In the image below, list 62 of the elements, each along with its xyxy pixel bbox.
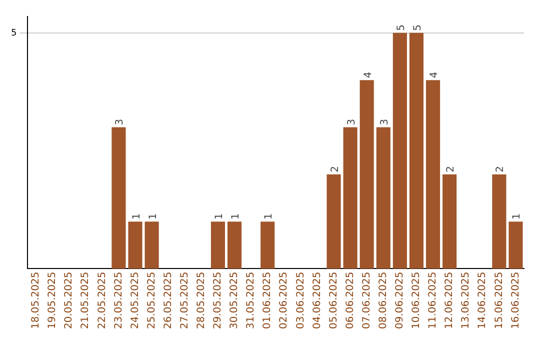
bar xyxy=(409,32,424,269)
x-tick-label: 13.06.2025 xyxy=(460,272,472,330)
data-label: 3 xyxy=(346,118,358,126)
bar xyxy=(210,222,225,269)
x-tick-label: 29.05.2025 xyxy=(212,272,224,330)
data-label: 4 xyxy=(429,72,440,78)
x-tick-label: 03.06.2025 xyxy=(295,272,306,330)
data-label: 2 xyxy=(330,166,341,172)
bar xyxy=(144,222,159,269)
x-tick-label: 14.06.2025 xyxy=(477,272,488,330)
bar xyxy=(360,80,374,269)
x-tick-label: 25.05.2025 xyxy=(146,272,158,330)
x-tick-label: 11.06.2025 xyxy=(428,272,439,330)
x-tick-label: 08.06.2025 xyxy=(378,272,389,330)
bar xyxy=(326,174,341,269)
bar xyxy=(508,222,523,269)
x-tick-label: 06.06.2025 xyxy=(344,272,356,330)
x-tick-label: 02.06.2025 xyxy=(278,272,290,330)
x-tick-label: 15.06.2025 xyxy=(494,272,505,330)
x-tick-label: 10.06.2025 xyxy=(411,272,422,330)
data-label: 2 xyxy=(446,166,457,172)
bar xyxy=(343,127,358,269)
x-tick-label: 09.06.2025 xyxy=(394,272,406,330)
x-tick-label: 28.05.2025 xyxy=(196,272,208,330)
x-tick-label: 04.06.2025 xyxy=(312,272,323,330)
bar xyxy=(112,127,126,269)
bar xyxy=(442,174,457,269)
data-label: 1 xyxy=(148,213,159,220)
data-label: 1 xyxy=(131,213,142,220)
x-tick-label: 16.06.2025 xyxy=(510,272,522,330)
x-tick-label: 21.05.2025 xyxy=(80,272,92,330)
bar xyxy=(426,80,440,269)
x-tick-label: 18.05.2025 xyxy=(30,272,42,330)
x-tick-label: 23.05.2025 xyxy=(113,272,124,330)
x-tick-label: 12.06.2025 xyxy=(444,272,456,330)
data-label: 3 xyxy=(114,118,126,126)
data-label: 4 xyxy=(362,72,374,78)
bar xyxy=(492,174,506,269)
x-tick-label: 22.05.2025 xyxy=(96,272,108,330)
data-label: 5 xyxy=(412,24,424,31)
x-tick-label: 20.05.2025 xyxy=(64,272,75,330)
bar xyxy=(376,127,390,269)
x-tick-label: 07.06.2025 xyxy=(361,272,372,330)
x-tick-label: 31.05.2025 xyxy=(246,272,257,330)
data-label: 1 xyxy=(230,213,242,220)
x-tick-label: 05.06.2025 xyxy=(328,272,340,330)
bar xyxy=(128,222,142,269)
data-label: 1 xyxy=(512,213,523,220)
data-label: 3 xyxy=(379,118,390,126)
data-label: 1 xyxy=(214,213,225,220)
x-tick-label: 30.05.2025 xyxy=(229,272,240,330)
bar xyxy=(227,222,242,269)
x-tick-label: 24.05.2025 xyxy=(130,272,141,330)
bar xyxy=(260,222,275,269)
x-tick-label: 19.05.2025 xyxy=(47,272,58,330)
x-tick-label: 26.05.2025 xyxy=(162,272,174,330)
x-tick-label: 27.05.2025 xyxy=(179,272,190,330)
bar xyxy=(392,32,407,269)
x-tick-label: 01.06.2025 xyxy=(262,272,274,330)
data-label: 5 xyxy=(396,24,407,31)
data-label: 2 xyxy=(495,166,506,172)
data-label: 1 xyxy=(264,213,275,220)
